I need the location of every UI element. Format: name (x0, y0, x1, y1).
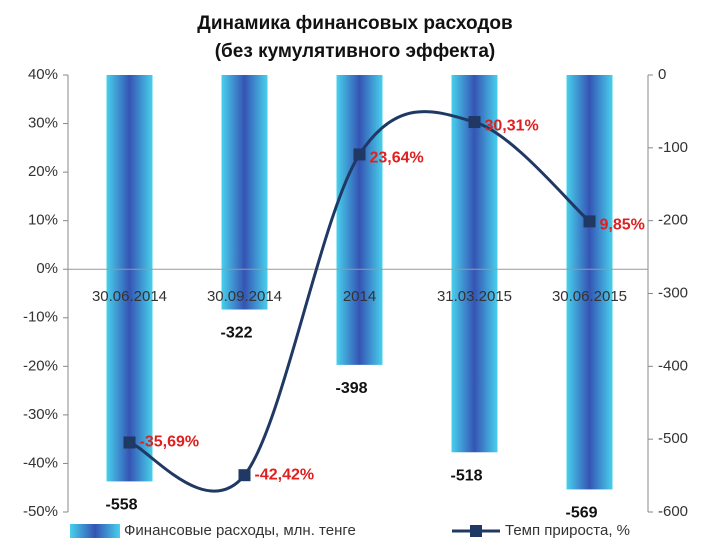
line-value-label: 30,31% (485, 117, 539, 134)
line-marker (123, 436, 136, 449)
y2-tick-label: 0 (658, 66, 666, 83)
line-value-label: -42,42% (255, 466, 315, 483)
y2-tick-label: -300 (658, 284, 688, 301)
line-value-label: 9,85% (600, 217, 645, 234)
bar-value-label: -558 (105, 497, 137, 514)
bar (336, 75, 383, 365)
x-tick-label: 30.06.2014 (92, 288, 167, 305)
y-tick-label: -40% (23, 454, 58, 471)
bar (106, 75, 153, 482)
y-tick-label: -50% (23, 503, 58, 520)
bar (566, 75, 613, 490)
bar-value-label: -322 (220, 325, 252, 342)
legend-swatch (70, 524, 120, 538)
line-value-label: -35,69% (140, 434, 200, 451)
legend-label: Финансовые расходы, млн. тенге (124, 522, 356, 539)
line-marker (238, 469, 251, 482)
y2-tick-label: -200 (658, 212, 688, 229)
x-tick-label: 30.06.2015 (552, 288, 627, 305)
bar (451, 75, 498, 453)
y2-tick-label: -400 (658, 357, 688, 374)
line-marker (468, 116, 481, 129)
line-marker (583, 215, 596, 228)
y-tick-label: -10% (23, 309, 58, 326)
bar (221, 75, 268, 310)
bar-value-label: -398 (335, 380, 367, 397)
x-tick-label: 2014 (343, 288, 376, 305)
y2-tick-label: -500 (658, 430, 688, 447)
bar-value-label: -518 (450, 467, 482, 484)
y2-tick-label: -600 (658, 503, 688, 520)
y-tick-label: 0% (36, 260, 58, 277)
x-tick-label: 30.09.2014 (207, 288, 282, 305)
bar-value-label: -569 (565, 505, 597, 522)
line-marker (353, 148, 366, 161)
line-value-label: 23,64% (370, 150, 424, 167)
y-tick-label: 40% (28, 66, 58, 83)
y-tick-label: 20% (28, 163, 58, 180)
chart-subtitle: (без кумулятивного эффекта) (215, 41, 496, 62)
y-tick-label: 30% (28, 115, 58, 132)
line (128, 110, 591, 493)
chart-title: Динамика финансовых расходов (197, 13, 512, 34)
legend-label: Темп прироста, % (505, 522, 630, 539)
y-tick-label: 10% (28, 212, 58, 229)
y2-tick-label: -100 (658, 139, 688, 156)
x-tick-label: 31.03.2015 (437, 288, 512, 305)
legend-swatch (470, 525, 482, 537)
y-tick-label: -20% (23, 357, 58, 374)
y-tick-label: -30% (23, 406, 58, 423)
